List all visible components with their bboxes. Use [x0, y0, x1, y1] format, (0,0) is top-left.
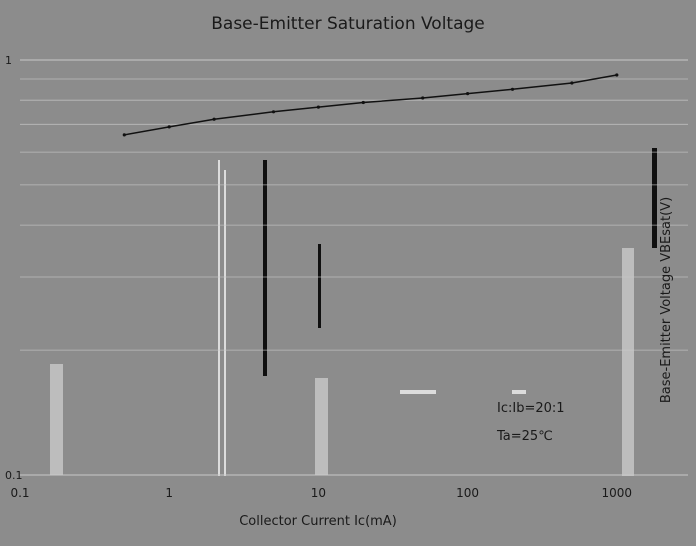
x-tick-label: 10	[311, 486, 326, 500]
artifact-bar	[263, 160, 267, 376]
image-artifacts	[50, 148, 657, 476]
x-tick-label: 1000	[602, 486, 633, 500]
artifact-bar	[218, 160, 220, 476]
y-axis-label: Base-Emitter Voltage VBEsat(V)	[659, 197, 674, 403]
data-point	[271, 110, 276, 114]
artifact-bar	[315, 378, 328, 475]
annotation-temperature: Ta=25℃	[496, 429, 553, 444]
artifact-bar	[50, 364, 63, 475]
gridlines	[20, 59, 688, 476]
artifact-bar	[400, 390, 436, 394]
artifact-bar	[622, 248, 634, 476]
artifact-bar	[318, 244, 321, 328]
data-point	[510, 87, 515, 91]
x-tick-label: 100	[456, 486, 479, 500]
x-axis-label: Collector Current Ic(mA)	[239, 514, 397, 529]
data-point	[122, 133, 126, 137]
artifact-bar	[512, 390, 526, 394]
series-layer	[122, 73, 619, 137]
y-tick-label: 1	[5, 54, 12, 67]
x-tick-label: 1	[165, 486, 173, 500]
tick-labels: 0.1 1 10 100 1000 1 0.1	[5, 54, 632, 500]
data-point	[421, 96, 425, 100]
data-point	[570, 81, 574, 85]
data-point	[361, 100, 365, 105]
data-point	[212, 117, 216, 121]
x-tick-label: 0.1	[10, 486, 29, 500]
artifact-bar	[652, 148, 657, 248]
data-point	[316, 105, 320, 109]
artifact-bar	[224, 170, 226, 476]
chart-title: Base-Emitter Saturation Voltage	[211, 14, 485, 34]
data-point	[615, 73, 619, 77]
annotation-ratio: Ic:Ib=20:1	[497, 401, 565, 416]
y-tick-label: 0.1	[5, 469, 23, 482]
data-point	[167, 125, 171, 129]
data-point	[466, 92, 470, 96]
